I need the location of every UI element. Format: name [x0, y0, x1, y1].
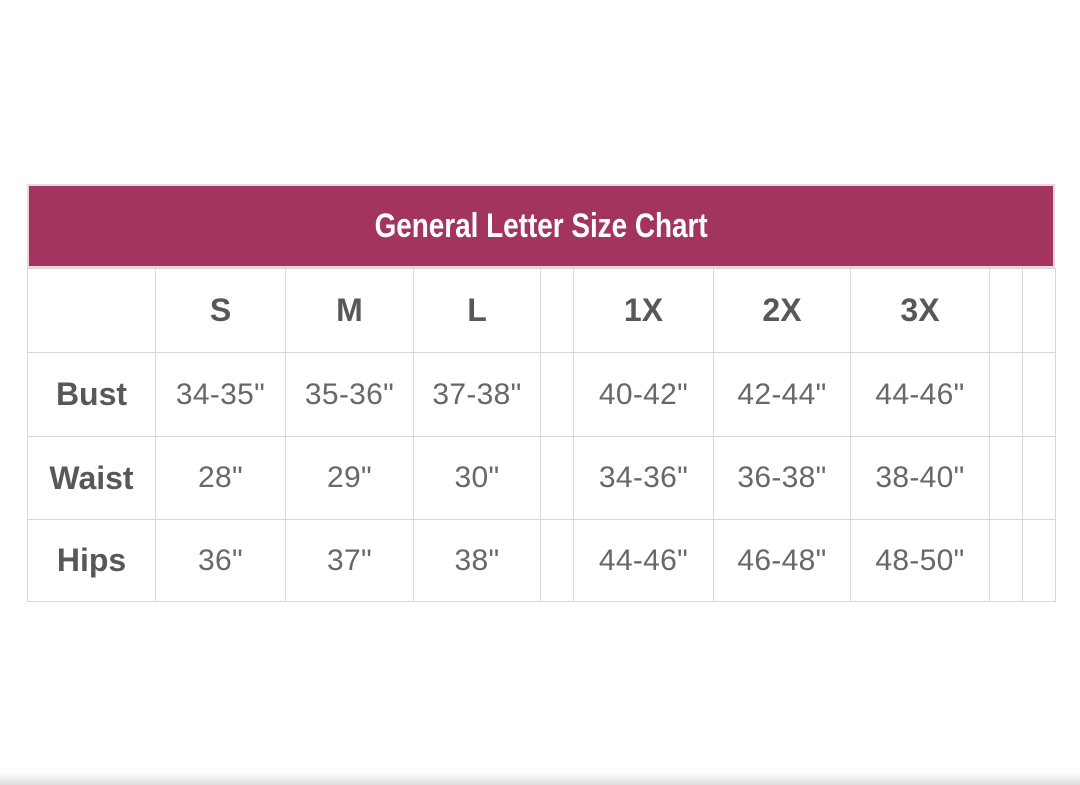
size-value-cell: 44-46" [573, 519, 714, 602]
column-header-2x: 2X [713, 268, 851, 353]
size-table: S M L 1X 2X 3X Bust 34-35" 35-36" 37-38"… [27, 268, 1056, 602]
size-value-cell: 44-46" [850, 352, 990, 437]
size-value-cell: 38-40" [850, 436, 990, 520]
table-row-bust: Bust 34-35" 35-36" 37-38" 40-42" 42-44" … [27, 352, 1056, 437]
row-label-waist: Waist [27, 436, 156, 520]
table-row-hips: Hips 36" 37" 38" 44-46" 46-48" 48-50" [27, 519, 1056, 602]
spacer-cell [989, 352, 1023, 437]
size-value-cell: 34-36" [573, 436, 714, 520]
chart-title: General Letter Size Chart [374, 206, 708, 245]
size-value-cell: 48-50" [850, 519, 990, 602]
size-value-cell: 28" [155, 436, 286, 520]
size-value-cell: 42-44" [713, 352, 851, 437]
size-value-cell: 35-36" [285, 352, 414, 437]
size-chart: General Letter Size Chart S M L 1X 2X 3X… [27, 184, 1056, 602]
column-header-s: S [155, 268, 286, 353]
size-value-cell: 37-38" [413, 352, 541, 437]
size-value-cell: 40-42" [573, 352, 714, 437]
size-value-cell: 37" [285, 519, 414, 602]
spacer-cell [1022, 519, 1056, 602]
size-value-cell: 30" [413, 436, 541, 520]
spacer-cell [1022, 268, 1056, 353]
column-header-3x: 3X [850, 268, 990, 353]
size-value-cell: 46-48" [713, 519, 851, 602]
spacer-cell [1022, 436, 1056, 520]
corner-empty-cell [27, 268, 156, 353]
column-header-l: L [413, 268, 541, 353]
size-value-cell: 36" [155, 519, 286, 602]
spacer-cell [540, 519, 574, 602]
page-bottom-divider [0, 772, 1080, 785]
size-value-cell: 38" [413, 519, 541, 602]
chart-title-band: General Letter Size Chart [27, 184, 1055, 268]
spacer-cell [540, 268, 574, 353]
spacer-cell [1022, 352, 1056, 437]
size-header-row: S M L 1X 2X 3X [27, 268, 1056, 353]
row-label-bust: Bust [27, 352, 156, 437]
column-header-m: M [285, 268, 414, 353]
spacer-cell [989, 519, 1023, 602]
spacer-cell [989, 268, 1023, 353]
spacer-cell [540, 436, 574, 520]
spacer-cell [989, 436, 1023, 520]
table-row-waist: Waist 28" 29" 30" 34-36" 36-38" 38-40" [27, 436, 1056, 520]
column-header-1x: 1X [573, 268, 714, 353]
size-value-cell: 34-35" [155, 352, 286, 437]
row-label-hips: Hips [27, 519, 156, 602]
size-value-cell: 36-38" [713, 436, 851, 520]
size-value-cell: 29" [285, 436, 414, 520]
spacer-cell [540, 352, 574, 437]
